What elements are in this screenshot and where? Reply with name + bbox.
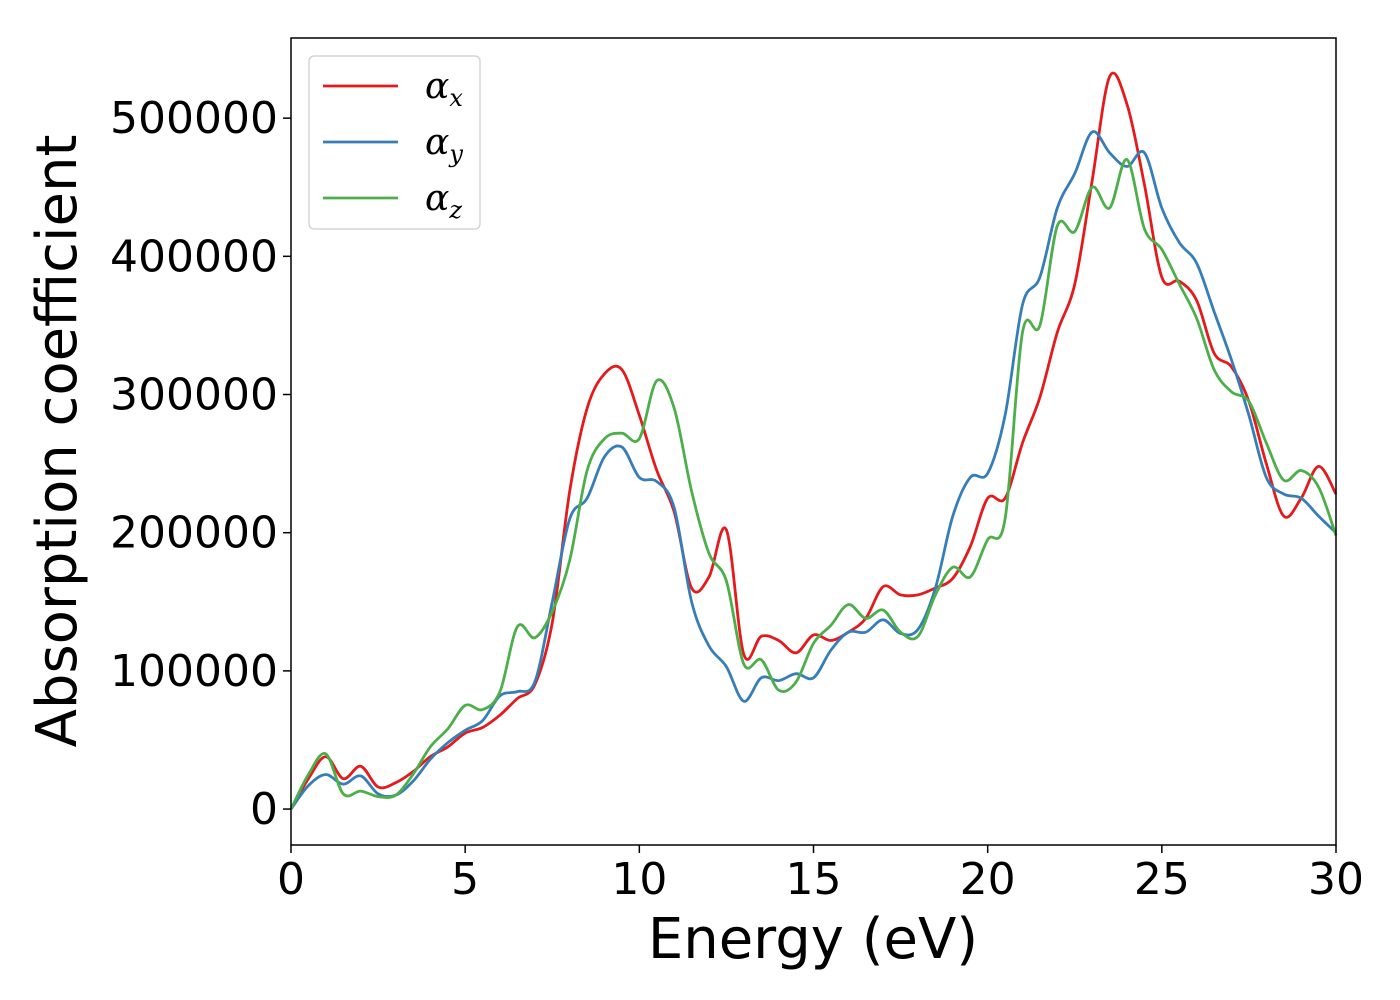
legend-subscript: y: [448, 140, 463, 168]
y-axis-ticks: 0 100000 200000 300000 400000 500000: [110, 93, 291, 835]
y-tick-label: 400000: [110, 231, 278, 282]
legend-label-x: αx: [425, 66, 463, 112]
y-tick-label: 300000: [110, 370, 278, 421]
x-axis-ticks: 0 5 10 15 20 25 30: [277, 845, 1364, 905]
x-tick-label: 5: [451, 854, 479, 905]
legend-subscript: x: [449, 84, 463, 112]
legend-label-z: αz: [425, 178, 462, 224]
x-tick-label: 30: [1308, 854, 1364, 905]
series-lines: [289, 71, 1338, 810]
legend-symbol: α: [425, 66, 449, 107]
x-tick-label: 20: [960, 854, 1016, 905]
x-tick-label: 25: [1134, 854, 1190, 905]
y-tick-label: 200000: [110, 508, 278, 559]
y-tick-label: 500000: [110, 93, 278, 144]
series-line-x: [289, 71, 1338, 810]
x-axis-label: Energy (eV): [648, 907, 978, 972]
series-line-y: [289, 130, 1337, 810]
legend-label-y: αy: [425, 122, 463, 168]
y-axis-label: Absorption coefficient: [25, 135, 90, 748]
y-tick-label: 100000: [110, 646, 278, 697]
x-tick-label: 0: [277, 854, 305, 905]
y-tick-label: 0: [250, 784, 278, 835]
legend-subscript: z: [448, 196, 462, 224]
legend-symbol: α: [425, 122, 449, 163]
series-line-z: [289, 158, 1338, 810]
x-tick-label: 15: [786, 854, 842, 905]
x-tick-label: 10: [611, 854, 667, 905]
legend-symbol: α: [425, 178, 449, 219]
